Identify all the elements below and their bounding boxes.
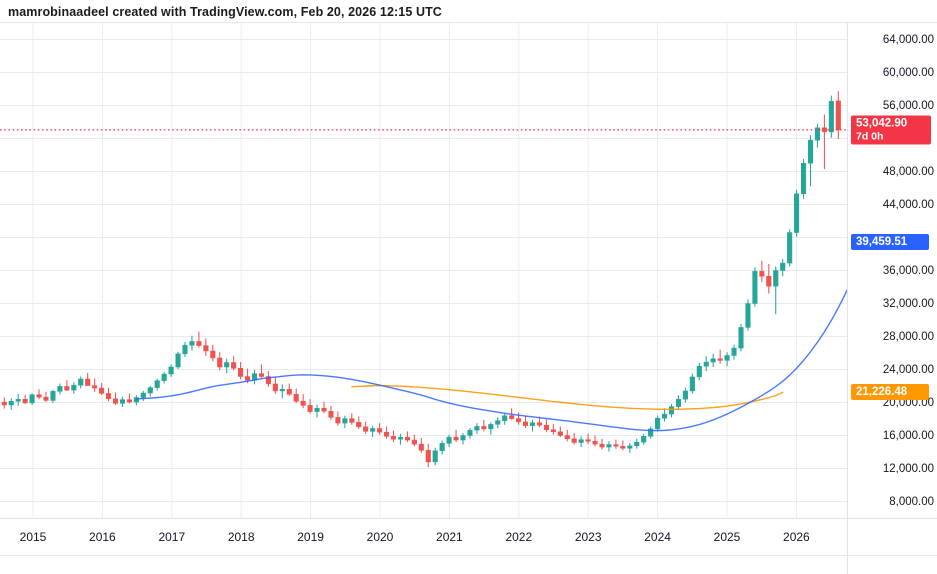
price-tick-label: 44,000.00	[882, 198, 934, 211]
sma-orange-price-badge-value: 21,226.48	[856, 386, 908, 399]
bottom-divider	[0, 555, 937, 556]
time-tick-label: 2021	[436, 530, 463, 544]
time-tick-label: 2026	[783, 530, 810, 544]
price-tick-label: 48,000.00	[882, 165, 934, 178]
time-tick-label: 2017	[158, 530, 186, 544]
price-tick-label: 8,000.00	[889, 495, 934, 508]
attribution-text: mamrobinaadeel created with TradingView.…	[8, 5, 442, 19]
time-tick-label: 2020	[366, 530, 394, 544]
price-tick-label: 16,000.00	[882, 429, 934, 442]
axis-corner	[847, 518, 937, 574]
last-price-badge-value: 53,042.90	[856, 117, 908, 130]
time-tick-label: 2015	[19, 530, 47, 544]
sma-blue-price-badge[interactable]: 39,459.51	[851, 234, 929, 250]
time-tick-label: 2016	[89, 530, 116, 544]
price-tick-label: 24,000.00	[882, 363, 934, 376]
time-tick-label: 2023	[574, 530, 602, 544]
price-tick-label: 28,000.00	[882, 330, 934, 343]
horizontal-gridlines	[0, 39, 847, 502]
sma-blue-line	[135, 288, 847, 432]
price-tick-label: 32,000.00	[882, 297, 934, 310]
time-tick-label: 2022	[505, 530, 533, 544]
attribution-divider	[0, 22, 937, 23]
time-tick-label: 2019	[297, 530, 324, 544]
price-tick-label: 64,000.00	[882, 33, 934, 46]
last-price-badge-countdown: 7d 0h	[856, 130, 884, 143]
price-scale[interactable]: 64,000.00 60,000.00 56,000.00 48,000.00 44,0…	[847, 23, 937, 518]
sma-orange-line	[351, 384, 784, 411]
candlestick-svg	[0, 23, 847, 518]
candlestick-series	[1, 91, 841, 468]
price-tick-label: 36,000.00	[882, 264, 934, 277]
time-tick-label: 2018	[227, 530, 255, 544]
price-tick-label: 12,000.00	[882, 462, 934, 475]
chart-plot-area[interactable]	[0, 23, 847, 518]
time-tick-label: 2024	[644, 530, 671, 544]
time-scale[interactable]: 2015 2016 2017 2018 2019 2020 2021 2022 2023 2024…	[0, 518, 847, 574]
price-tick-label: 60,000.00	[882, 66, 934, 79]
sma-orange-price-badge[interactable]: 21,226.48	[851, 384, 929, 401]
last-price-badge[interactable]: 53,042.90 7d 0h	[851, 115, 931, 145]
vertical-gridlines	[32, 23, 797, 518]
sma-blue-price-badge-value: 39,459.51	[856, 236, 908, 248]
price-tick-label: 56,000.00	[882, 99, 934, 112]
time-tick-label: 2025	[713, 530, 741, 544]
